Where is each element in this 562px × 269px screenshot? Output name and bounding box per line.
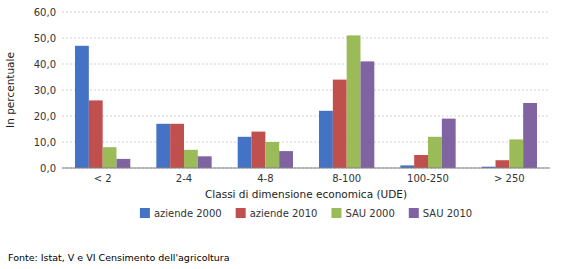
axis-line xyxy=(62,168,550,169)
legend-swatch xyxy=(236,208,246,218)
bar xyxy=(170,124,184,168)
grid-line xyxy=(62,90,550,91)
y-tick-label: 30,0 xyxy=(34,85,56,96)
bar xyxy=(360,61,374,168)
x-axis-label: Classi di dimensione economica (UDE) xyxy=(205,188,407,200)
x-tick-label: 8-100 xyxy=(332,173,361,184)
bar xyxy=(319,111,333,168)
legend-label: aziende 2010 xyxy=(250,208,318,219)
bar xyxy=(333,80,347,168)
grid-line xyxy=(62,116,550,117)
legend-label: SAU 2000 xyxy=(345,208,394,219)
bar xyxy=(156,124,170,168)
y-tick-label: 50,0 xyxy=(34,33,56,44)
bar xyxy=(75,46,89,168)
grid-line xyxy=(62,64,550,65)
y-tick-label: 40,0 xyxy=(34,59,56,70)
bar xyxy=(523,103,537,168)
y-tick-label: 60,0 xyxy=(34,7,56,18)
x-tick-label: < 2 xyxy=(94,173,112,184)
grid-line xyxy=(62,168,550,169)
bar xyxy=(103,147,117,168)
footnote: Fonte: Istat, V e VI Censimento dell'agr… xyxy=(8,252,230,263)
x-tick-label: 4-8 xyxy=(257,173,273,184)
bar xyxy=(442,119,456,168)
x-tick-label: > 250 xyxy=(494,173,525,184)
x-tick-label: 100-250 xyxy=(407,173,449,184)
legend-label: SAU 2010 xyxy=(423,208,472,219)
bar xyxy=(89,100,103,168)
y-tick-label: 20,0 xyxy=(34,111,56,122)
bar xyxy=(184,150,198,168)
x-axis: < 2 2-4 4-8 8-100 100-250 > 250 xyxy=(62,168,550,184)
legend-swatch xyxy=(140,208,150,218)
bar xyxy=(238,137,252,168)
legend-swatch xyxy=(331,208,341,218)
bar xyxy=(265,142,279,168)
bar xyxy=(279,151,293,168)
grid-line xyxy=(62,12,550,13)
bar xyxy=(198,156,212,168)
y-axis: 0,0 10,0 20,0 30,0 40,0 50,0 60,0 xyxy=(34,7,550,174)
y-tick-label: 10,0 xyxy=(34,137,56,148)
legend: aziende 2000 aziende 2010 SAU 2000 SAU 2010 xyxy=(140,208,472,219)
bar xyxy=(414,155,428,168)
legend-swatch xyxy=(409,208,419,218)
bars xyxy=(75,35,537,168)
chart: 0,0 10,0 20,0 30,0 40,0 50,0 60,0 < 2 2-4 4-8 8-10… xyxy=(0,0,562,269)
bar xyxy=(347,35,361,168)
bar xyxy=(116,159,130,168)
bar xyxy=(509,139,523,168)
grid-line xyxy=(62,38,550,39)
bar xyxy=(252,132,266,168)
x-tick-label: 2-4 xyxy=(176,173,192,184)
legend-label: aziende 2000 xyxy=(154,208,222,219)
bar xyxy=(496,160,510,168)
y-tick-label: 0,0 xyxy=(40,163,56,174)
y-axis-label: In percentuale xyxy=(4,52,16,128)
grid-line xyxy=(62,142,550,143)
bar xyxy=(428,137,442,168)
